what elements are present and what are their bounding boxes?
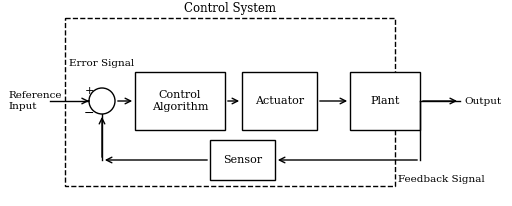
Circle shape (89, 88, 115, 114)
Text: Error Signal: Error Signal (69, 59, 135, 68)
Text: Feedback Signal: Feedback Signal (398, 175, 485, 184)
Bar (242, 72, 317, 130)
Bar (65, 18, 395, 186)
Text: Output: Output (464, 96, 501, 105)
Text: −: − (84, 107, 94, 119)
Text: +: + (84, 86, 94, 96)
Text: Control
Algorithm: Control Algorithm (152, 90, 208, 112)
Bar (350, 72, 420, 130)
Text: Reference
Input: Reference Input (8, 91, 61, 111)
Text: Plant: Plant (370, 96, 400, 106)
Bar (135, 72, 225, 130)
Text: Control System: Control System (184, 2, 276, 15)
Text: Actuator: Actuator (255, 96, 304, 106)
Text: Sensor: Sensor (223, 155, 262, 165)
Bar (210, 140, 275, 180)
